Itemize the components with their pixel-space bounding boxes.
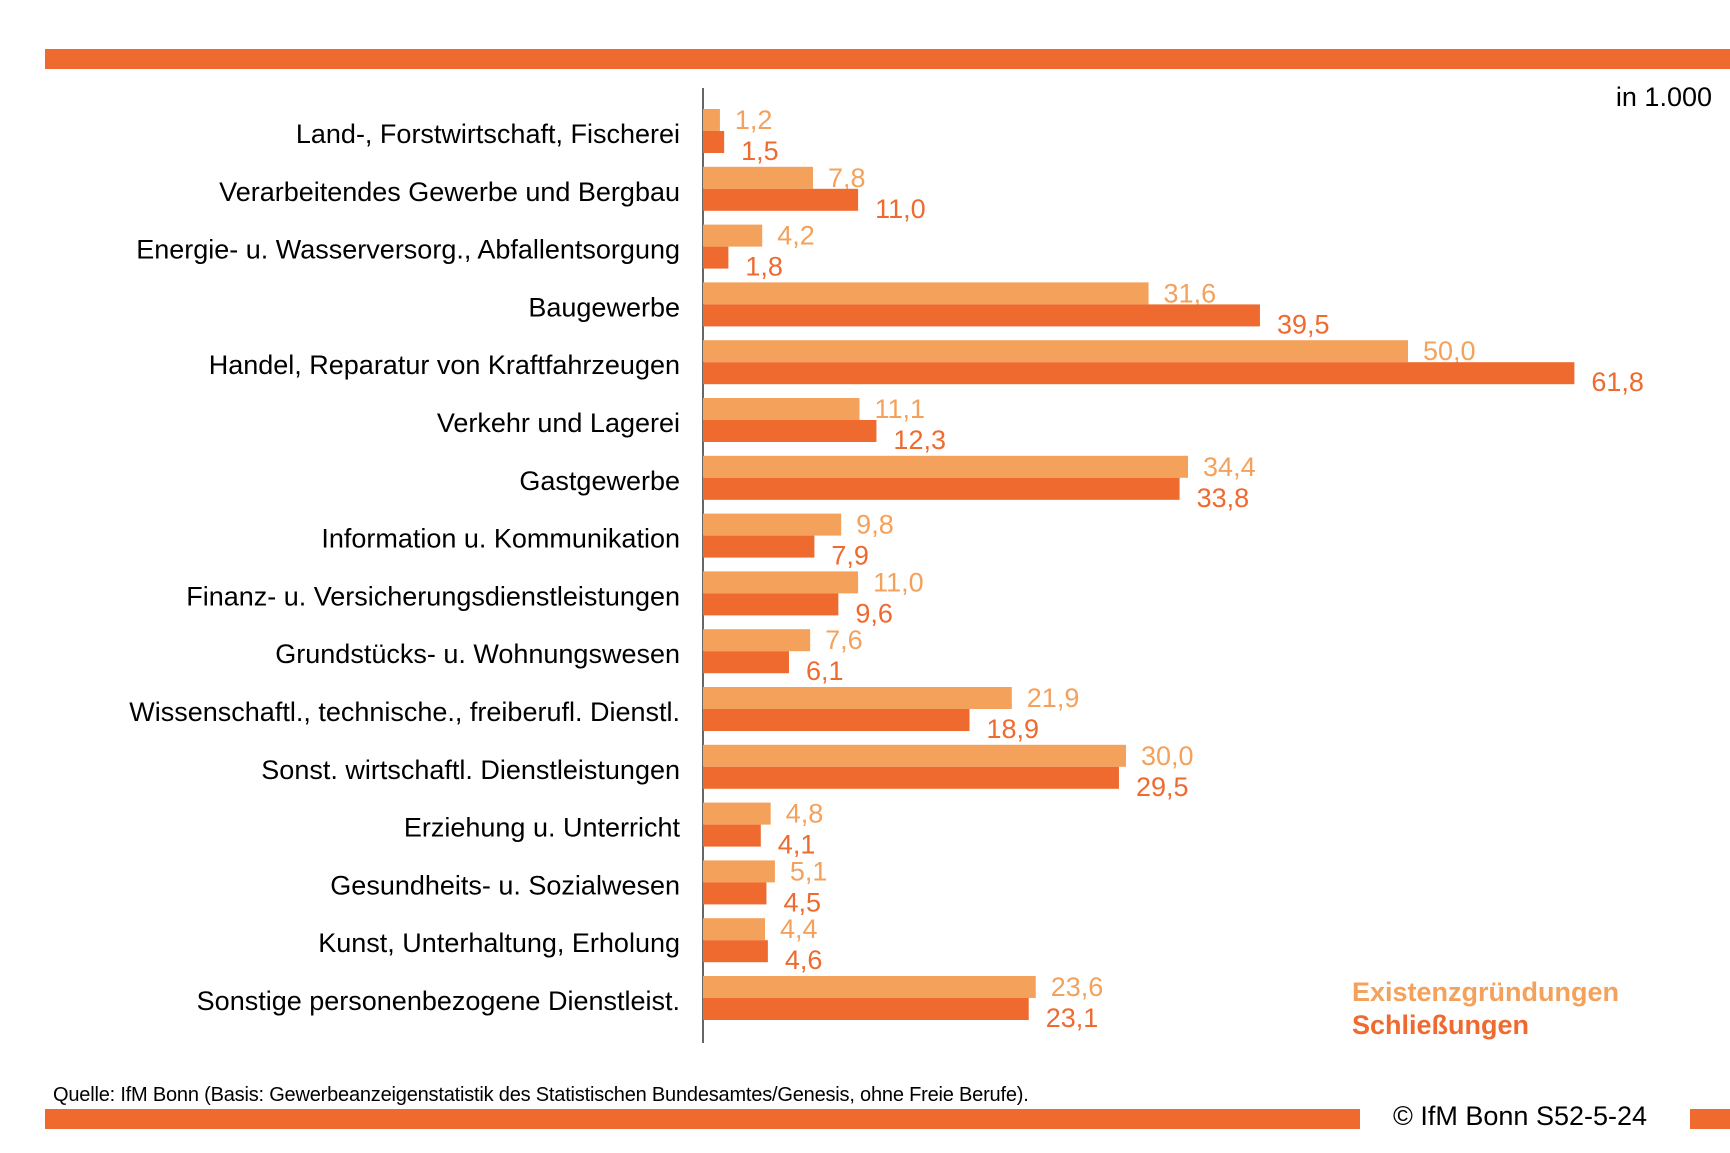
- value-label-gruendungen: 50,0: [1423, 336, 1476, 366]
- value-label-gruendungen: 5,1: [790, 856, 828, 886]
- value-label-schliessungen: 11,0: [875, 194, 926, 224]
- category-label: Land-, Forstwirtschaft, Fischerei: [296, 119, 680, 149]
- bar-gruendungen: [703, 744, 1126, 767]
- value-label-gruendungen: 7,8: [828, 163, 866, 193]
- value-label-gruendungen: 11,0: [873, 567, 924, 597]
- bar-gruendungen: [703, 398, 860, 420]
- bar-gruendungen: [703, 282, 1149, 305]
- value-label-schliessungen: 23,1: [1046, 1003, 1099, 1033]
- bottom-accent-bar: [45, 1109, 1360, 1129]
- bar-gruendungen: [703, 513, 842, 536]
- bar-schliessungen: [703, 362, 1575, 385]
- category-label: Finanz- u. Versicherungsdienstleistungen: [186, 581, 680, 611]
- bar-gruendungen: [703, 976, 1036, 998]
- category-label: Wissenschaftl., technische., freiberufl.…: [129, 697, 680, 727]
- source-note: Quelle: IfM Bonn (Basis: Gewerbeanzeigen…: [53, 1084, 1029, 1106]
- category-label: Sonstige personenbezogene Dienstleist.: [197, 986, 680, 1016]
- bar-schliessungen: [703, 477, 1180, 500]
- value-label-schliessungen: 6,1: [806, 656, 844, 686]
- value-label-gruendungen: 11,1: [875, 394, 926, 424]
- bar-schliessungen: [703, 709, 970, 731]
- bar-schliessungen: [703, 420, 877, 442]
- bar-gruendungen: [703, 455, 1189, 478]
- category-label: Verkehr und Lagerei: [437, 408, 680, 438]
- bar-gruendungen: [703, 571, 859, 594]
- bar-schliessungen: [703, 940, 768, 963]
- category-label: Gastgewerbe: [519, 466, 680, 496]
- value-label-schliessungen: 33,8: [1197, 483, 1250, 513]
- unit-label: in 1.000: [1615, 82, 1712, 112]
- value-label-schliessungen: 1,5: [741, 136, 779, 166]
- value-label-gruendungen: 4,4: [780, 914, 818, 944]
- chart-legend: Existenzgründungen Schließungen: [1352, 976, 1619, 1042]
- bar-schliessungen: [703, 766, 1119, 789]
- bar-gruendungen: [703, 166, 813, 189]
- value-label-schliessungen: 1,8: [745, 252, 783, 282]
- bar-schliessungen: [703, 246, 729, 269]
- value-label-gruendungen: 4,2: [777, 221, 815, 251]
- value-label-schliessungen: 29,5: [1136, 772, 1189, 802]
- category-label: Baugewerbe: [528, 292, 680, 322]
- category-label: Energie- u. Wasserversorg., Abfallentsor…: [136, 235, 680, 265]
- bar-schliessungen: [703, 535, 815, 558]
- bar-schliessungen: [703, 188, 859, 211]
- bar-gruendungen: [703, 109, 720, 131]
- category-label: Sonst. wirtschaftl. Dienstleistungen: [261, 755, 680, 785]
- value-label-gruendungen: 31,6: [1164, 278, 1217, 308]
- bar-gruendungen: [703, 224, 763, 247]
- value-label-gruendungen: 34,4: [1203, 452, 1256, 482]
- bar-gruendungen: [703, 687, 1012, 709]
- value-label-gruendungen: 21,9: [1027, 683, 1080, 713]
- bar-schliessungen: [703, 304, 1260, 327]
- category-label: Information u. Kommunikation: [321, 524, 680, 554]
- legend-item-schliessungen: Schließungen: [1352, 1010, 1530, 1040]
- bar-schliessungen: [703, 651, 790, 674]
- value-label-schliessungen: 4,6: [785, 945, 823, 975]
- bar-schliessungen: [703, 882, 767, 905]
- category-label: Handel, Reparatur von Kraftfahrzeugen: [209, 350, 680, 380]
- value-label-gruendungen: 9,8: [856, 510, 894, 540]
- bar-gruendungen: [703, 340, 1408, 363]
- value-label-gruendungen: 7,6: [825, 625, 863, 655]
- bar-gruendungen: [703, 802, 771, 825]
- top-accent-bar: [45, 49, 1730, 69]
- category-label: Kunst, Unterhaltung, Erholung: [318, 928, 680, 958]
- bar-gruendungen: [703, 860, 775, 883]
- category-label: Erziehung u. Unterricht: [404, 813, 681, 843]
- bar-gruendungen: [703, 918, 766, 941]
- bar-schliessungen: [703, 593, 839, 616]
- value-label-schliessungen: 4,5: [783, 887, 821, 917]
- value-label-schliessungen: 7,9: [831, 541, 869, 571]
- category-label: Verarbeitendes Gewerbe und Bergbau: [219, 177, 680, 207]
- category-label: Grundstücks- u. Wohnungswesen: [275, 639, 680, 669]
- value-label-gruendungen: 4,8: [786, 799, 824, 829]
- bar-schliessungen: [703, 998, 1029, 1020]
- bar-schliessungen: [703, 824, 761, 847]
- value-label-schliessungen: 12,3: [893, 425, 946, 455]
- copyright-note: © IfM Bonn S52-5-24: [1393, 1101, 1648, 1131]
- value-label-schliessungen: 39,5: [1277, 309, 1330, 339]
- value-label-gruendungen: 30,0: [1141, 741, 1194, 771]
- bar-gruendungen: [703, 629, 811, 652]
- bottom-accent-bar-right: [1690, 1109, 1730, 1129]
- legend-item-gruendungen: Existenzgründungen: [1352, 977, 1620, 1007]
- value-label-schliessungen: 9,6: [855, 598, 893, 628]
- bar-schliessungen: [703, 131, 725, 153]
- value-label-schliessungen: 18,9: [986, 714, 1039, 744]
- value-label-schliessungen: 4,1: [778, 830, 816, 860]
- value-label-schliessungen: 61,8: [1591, 367, 1644, 397]
- category-label: Gesundheits- u. Sozialwesen: [330, 870, 680, 900]
- value-label-gruendungen: 1,2: [735, 105, 773, 135]
- value-label-gruendungen: 23,6: [1051, 972, 1104, 1002]
